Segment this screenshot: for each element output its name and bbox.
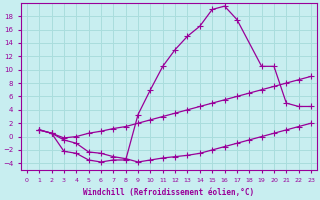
X-axis label: Windchill (Refroidissement éolien,°C): Windchill (Refroidissement éolien,°C) bbox=[84, 188, 254, 197]
